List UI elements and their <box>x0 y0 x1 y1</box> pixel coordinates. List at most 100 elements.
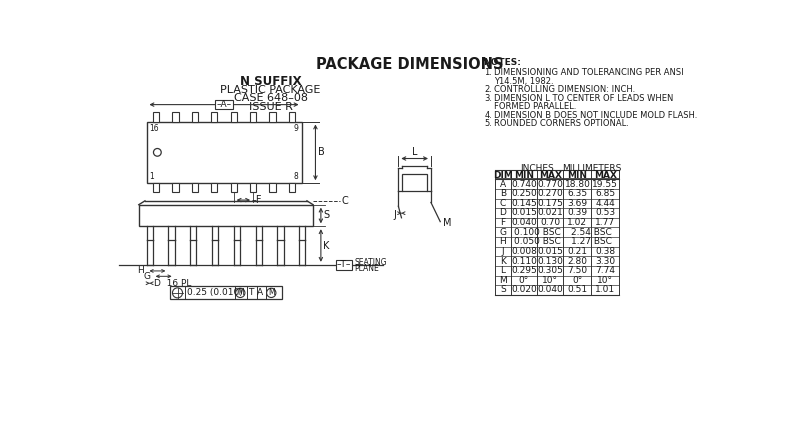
Text: H: H <box>500 237 506 246</box>
Text: A: A <box>500 180 506 189</box>
Text: 0.175: 0.175 <box>538 199 563 208</box>
Text: MAX: MAX <box>594 171 617 180</box>
Text: 0.040: 0.040 <box>511 218 537 227</box>
Circle shape <box>154 148 162 156</box>
Text: MIN: MIN <box>514 171 534 180</box>
Text: FORMED PARALLEL.: FORMED PARALLEL. <box>494 102 576 111</box>
Bar <box>138 205 313 226</box>
Text: L: L <box>501 266 506 275</box>
Text: PLASTIC PACKAGE: PLASTIC PACKAGE <box>220 85 321 94</box>
Text: M: M <box>442 218 451 228</box>
Text: 0.050 BSC: 0.050 BSC <box>514 237 561 246</box>
Text: MIN: MIN <box>567 171 587 180</box>
Text: –F: –F <box>251 195 262 205</box>
Text: 19.55: 19.55 <box>592 180 618 189</box>
Bar <box>211 183 218 192</box>
Circle shape <box>236 288 245 297</box>
Text: 16: 16 <box>150 124 159 133</box>
Text: CASE 648–08: CASE 648–08 <box>234 93 307 103</box>
Bar <box>192 112 198 121</box>
Text: C: C <box>342 196 349 206</box>
Text: CONTROLLING DIMENSION: INCH.: CONTROLLING DIMENSION: INCH. <box>494 85 635 94</box>
Text: MAX: MAX <box>538 171 562 180</box>
Text: 1.02: 1.02 <box>567 218 587 227</box>
Text: 0.295: 0.295 <box>511 266 537 275</box>
Text: J: J <box>502 247 504 256</box>
Text: 1.77: 1.77 <box>595 218 615 227</box>
Text: L: L <box>412 147 418 157</box>
Bar <box>153 183 159 192</box>
Text: 1: 1 <box>150 172 154 181</box>
Text: M: M <box>499 276 507 285</box>
Text: K: K <box>323 241 330 251</box>
Text: 0.015: 0.015 <box>538 247 563 256</box>
Text: 7.74: 7.74 <box>595 266 615 275</box>
Bar <box>289 183 295 192</box>
Text: DIMENSIONING AND TOLERANCING PER ANSI: DIMENSIONING AND TOLERANCING PER ANSI <box>494 68 683 77</box>
Text: ROUNDED CORNERS OPTIONAL.: ROUNDED CORNERS OPTIONAL. <box>494 119 629 128</box>
Text: C: C <box>500 199 506 208</box>
Text: F: F <box>501 218 506 227</box>
Text: 4.: 4. <box>485 111 492 120</box>
Bar <box>230 183 237 192</box>
Text: A: A <box>258 288 263 297</box>
Text: 0.39: 0.39 <box>567 208 587 218</box>
Text: 10°: 10° <box>598 276 614 285</box>
Text: 0.740: 0.740 <box>511 180 537 189</box>
Text: 9: 9 <box>294 124 298 133</box>
Text: 4.44: 4.44 <box>595 199 615 208</box>
Text: 0°: 0° <box>572 276 582 285</box>
Text: PACKAGE DIMENSIONS: PACKAGE DIMENSIONS <box>316 57 504 72</box>
Text: 0.25 (0.010): 0.25 (0.010) <box>187 288 242 297</box>
Text: 0.51: 0.51 <box>567 285 587 294</box>
Text: 3.30: 3.30 <box>595 257 615 266</box>
Text: S: S <box>500 285 506 294</box>
Text: 0.70: 0.70 <box>540 218 560 227</box>
Bar <box>170 286 282 299</box>
Text: D  16 PL: D 16 PL <box>154 279 192 288</box>
Text: 3.69: 3.69 <box>567 199 587 208</box>
Text: 0.21: 0.21 <box>567 247 587 256</box>
Text: 0.145: 0.145 <box>511 199 537 208</box>
Text: 1.27 BSC: 1.27 BSC <box>571 237 612 246</box>
Text: INCHES: INCHES <box>520 164 554 173</box>
Text: 6.85: 6.85 <box>595 189 615 198</box>
Text: 0.130: 0.130 <box>538 257 563 266</box>
Text: 0.38: 0.38 <box>595 247 615 256</box>
Text: –A–: –A– <box>217 100 231 109</box>
Text: 2.54 BSC: 2.54 BSC <box>571 228 612 237</box>
Text: DIM: DIM <box>493 171 513 180</box>
Text: 6.35: 6.35 <box>567 189 587 198</box>
Bar <box>173 112 178 121</box>
Text: NOTES:: NOTES: <box>483 58 521 67</box>
Text: 7.50: 7.50 <box>567 266 587 275</box>
Text: 0°: 0° <box>518 276 529 285</box>
Text: S: S <box>323 211 330 221</box>
Text: H: H <box>138 266 144 275</box>
Bar <box>173 183 178 192</box>
Text: M: M <box>237 288 243 297</box>
Text: 0.53: 0.53 <box>595 208 615 218</box>
Text: G: G <box>143 272 150 281</box>
Text: 8: 8 <box>294 172 298 181</box>
Text: 3.: 3. <box>485 94 493 103</box>
Text: K: K <box>500 257 506 266</box>
Text: T: T <box>249 288 254 297</box>
Circle shape <box>266 288 276 297</box>
Text: N SUFFIX: N SUFFIX <box>240 76 302 88</box>
Text: B: B <box>318 147 325 157</box>
Text: DIMENSION L TO CENTER OF LEADS WHEN: DIMENSION L TO CENTER OF LEADS WHEN <box>494 94 673 103</box>
Text: MILLIMETERS: MILLIMETERS <box>562 164 621 173</box>
Bar <box>336 260 352 270</box>
Text: 0.008: 0.008 <box>511 247 537 256</box>
Bar <box>270 183 275 192</box>
Text: 2.80: 2.80 <box>567 257 587 266</box>
Text: 0.770: 0.770 <box>538 180 563 189</box>
Text: 0.015: 0.015 <box>511 208 537 218</box>
Bar <box>402 174 427 191</box>
Text: PLANE: PLANE <box>354 264 379 273</box>
Text: 10°: 10° <box>542 276 558 285</box>
Bar <box>146 121 302 183</box>
Bar <box>270 112 275 121</box>
Text: 0.305: 0.305 <box>538 266 563 275</box>
